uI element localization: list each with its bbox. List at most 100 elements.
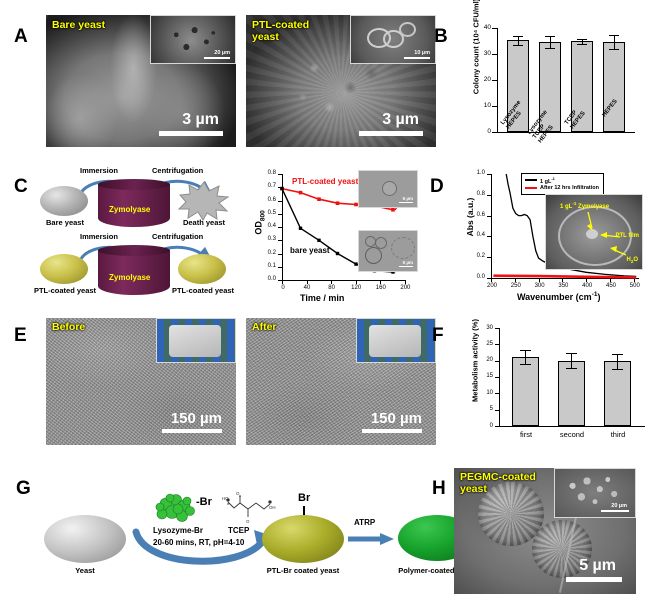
panel-a-left-scalebar-label: 3 µm bbox=[182, 111, 219, 128]
panel-c-vessel-label-1: Zymolyase bbox=[109, 205, 151, 214]
panel-a-right-sem-image: 10 µm PTL-coated yeast 3 µm bbox=[246, 15, 436, 147]
panel-c-inset-top-scalebar-label: 5 µm bbox=[402, 196, 413, 201]
panel-d-inset-label-film: PTL film bbox=[615, 233, 639, 239]
panel-d-legend: 1 gL-1 After 12 hrs Infiltration bbox=[521, 173, 604, 195]
panel-g-br-label: Br bbox=[298, 492, 311, 504]
panel-h-sem-image: 20 µm PEGMC-coated yeast 5 µm bbox=[454, 468, 636, 594]
panel-h-inset: 20 µm bbox=[554, 468, 636, 518]
panel-f-bar-label-3: third bbox=[610, 430, 626, 439]
svg-text:OH: OH bbox=[269, 505, 276, 510]
panel-e-right-label: After bbox=[252, 321, 277, 333]
panel-g-atrp-arrow bbox=[348, 533, 394, 545]
panel-c-line-chart: OD800 0.8 0.7 0.6 0.5 0.4 0.3 0.2 0.1 0.… bbox=[248, 168, 420, 310]
panel-c-inset-bottom-scalebar bbox=[399, 265, 413, 267]
panel-a-right-inset-scalebar-label: 10 µm bbox=[414, 50, 430, 56]
panel-f-error-3 bbox=[617, 353, 618, 370]
panel-e-left-scalebar-label: 150 µm bbox=[170, 410, 222, 427]
panel-b-error-cap-2b bbox=[545, 47, 555, 49]
panel-a-left-inset: 20 µm bbox=[150, 15, 236, 64]
panel-e-right-scalebar-label: 150 µm bbox=[370, 410, 422, 427]
inset-debris bbox=[391, 237, 415, 259]
panel-c-ptl-yeast-label-left: PTL-coated yeast bbox=[33, 286, 97, 295]
panel-c-legend-bare: bare yeast bbox=[290, 246, 330, 255]
panel-b-y-axis bbox=[497, 28, 499, 132]
panel-d-letter: D bbox=[430, 176, 444, 197]
panel-c-bare-yeast-label: Bare yeast bbox=[46, 218, 84, 227]
panel-g-yeast-shape bbox=[44, 515, 126, 563]
inset-chip-shape bbox=[369, 325, 421, 357]
panel-c-letter: C bbox=[14, 176, 28, 197]
panel-c-bare-yeast-shape bbox=[40, 186, 88, 216]
panel-c-inset-top-scalebar bbox=[399, 201, 413, 203]
panel-d-legend-item-2: After 12 hrs Infiltration bbox=[525, 184, 599, 192]
panel-d-x-axis-title: Wavenumber (cm-1) bbox=[517, 291, 601, 302]
panel-b-error-cap-1 bbox=[513, 35, 523, 37]
panel-d-black-curve bbox=[505, 173, 637, 278]
panel-g-polymer-yeast-label: Polymer-coated yeast bbox=[398, 566, 476, 575]
panel-g-br-tag: -Br bbox=[196, 496, 212, 508]
panel-c-inset-top: 5 µm bbox=[358, 170, 418, 208]
panel-f-error-cap-2 bbox=[566, 353, 577, 355]
legend-swatch-black-icon bbox=[525, 179, 537, 181]
panel-b-letter: B bbox=[434, 26, 448, 47]
panel-g-ptl-br-yeast-shape bbox=[262, 515, 344, 563]
inset-cell bbox=[382, 181, 397, 196]
panel-g-scheme: Yeast -Br HO OH O O Lysozyme-Br TCEP 20-… bbox=[40, 470, 476, 595]
panel-g-reagent-conditions: 20-60 mins, RT, pH=4-10 bbox=[153, 538, 245, 547]
panel-g-tcep-structure-icon: HO OH O O bbox=[222, 491, 276, 524]
panel-e-right-inset bbox=[356, 318, 436, 363]
panel-c-death-yeast-label: Death yeast bbox=[182, 218, 226, 227]
panel-e-left-label: Before bbox=[52, 321, 86, 333]
panel-f-error-cap-2b bbox=[566, 368, 577, 370]
panel-a-left-label: Bare yeast bbox=[52, 19, 106, 31]
panel-b-error-4 bbox=[613, 35, 615, 49]
legend-swatch-red-icon bbox=[525, 186, 537, 190]
inset-texture bbox=[151, 16, 235, 63]
panel-b-error-cap-3 bbox=[577, 38, 587, 40]
panel-e-right-scalebar bbox=[362, 429, 422, 433]
panel-b-error-cap-1b bbox=[513, 44, 523, 46]
panel-d-x-axis bbox=[491, 278, 639, 280]
panel-g-letter: G bbox=[16, 478, 31, 499]
svg-text:HO: HO bbox=[222, 496, 229, 501]
panel-c-ptl-yeast-shape-left bbox=[40, 254, 88, 284]
panel-e-right-sem-image: After 150 µm bbox=[246, 318, 436, 445]
panel-a-right-label: PTL-coated yeast bbox=[252, 19, 310, 43]
panel-e-left-sem-image: Before 150 µm bbox=[46, 318, 236, 445]
panel-c-scheme: Immersion Centrifugation Bare yeast Zymo… bbox=[34, 166, 238, 311]
panel-f-bar-3 bbox=[604, 361, 631, 426]
panel-b-bar-chart: Colony count (10⁴ CFU/ml) 40 30 20 10 0 … bbox=[455, 0, 640, 152]
panel-d-inset-label-water: H2O bbox=[626, 256, 638, 264]
panel-a-left-sem-image: 20 µm Bare yeast 3 µm bbox=[46, 15, 236, 147]
panel-d-series-plot bbox=[493, 173, 637, 279]
panel-a-left-inset-scalebar bbox=[204, 57, 230, 59]
panel-h-cell-1 bbox=[478, 482, 544, 546]
panel-c-death-yeast-shape bbox=[177, 181, 230, 221]
panel-b-error-cap-3b bbox=[577, 43, 587, 45]
panel-f-error-cap-3b bbox=[612, 369, 623, 371]
panel-c-ptl-yeast-label-right: PTL-coated yeast bbox=[171, 286, 235, 295]
svg-text:O: O bbox=[246, 519, 250, 524]
panel-c-vessel-1: Zymolyase bbox=[98, 179, 170, 227]
inset-cell-shape bbox=[383, 30, 404, 48]
panel-b-error-1 bbox=[517, 35, 519, 45]
panel-a-right-scalebar bbox=[359, 131, 423, 136]
panel-c-inset-bottom: 5 µm bbox=[358, 230, 418, 272]
inset-chip-shape bbox=[169, 325, 221, 357]
panel-c-x-axis-title: Time / min bbox=[300, 293, 345, 303]
panel-h-label: PEGMC-coated yeast bbox=[460, 471, 536, 495]
panel-f-error-cap-1b bbox=[520, 363, 531, 365]
panel-c-arrow-label-immersion-2: Immersion bbox=[80, 232, 118, 241]
panel-c-y-axis bbox=[282, 174, 284, 280]
panel-h-scalebar-label: 5 µm bbox=[579, 557, 616, 574]
panel-f-letter: F bbox=[432, 325, 444, 346]
panel-d-inset-label-zymolyase: 1 gL-1 Zymolyase bbox=[560, 201, 610, 210]
panel-b-error-cap-4 bbox=[609, 35, 619, 36]
panel-a-left-inset-scalebar-label: 20 µm bbox=[214, 50, 230, 56]
panel-f-bar-2 bbox=[558, 360, 585, 426]
panel-d-inset-leader-lines bbox=[587, 211, 627, 256]
panel-c-arrow-label-centrifugation-1: Centrifugation bbox=[152, 166, 204, 175]
inset-cell bbox=[365, 236, 376, 247]
panel-f-bar-chart: Metabolism activity (%) 30 25 20 15 10 5… bbox=[455, 318, 645, 450]
panel-d-red-curve bbox=[493, 274, 637, 279]
